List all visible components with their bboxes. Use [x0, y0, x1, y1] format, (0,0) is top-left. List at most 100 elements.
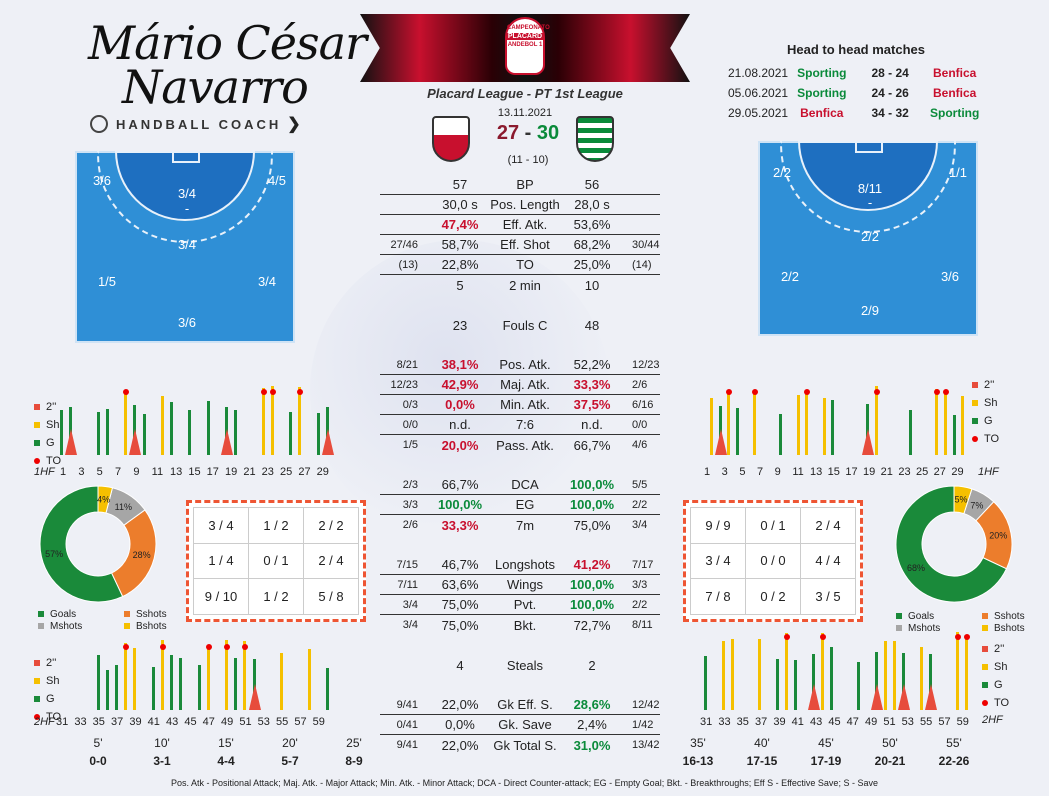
- donut-slice-sshots: [110, 509, 157, 598]
- timeline-bar: [929, 654, 932, 710]
- timeline-bar: [206, 646, 210, 710]
- court-right-gk: 8/11: [857, 181, 883, 196]
- scoreline: 27 - 30: [496, 122, 560, 144]
- background-ball: [310, 240, 610, 540]
- court-right-rw: 1/1: [948, 165, 968, 180]
- turnover-marker: [260, 389, 267, 395]
- donut-legend-home: Goals Sshots Mshots Bshots: [38, 608, 178, 632]
- timeline-bar: [316, 413, 320, 455]
- goal-cell: 0 / 1: [248, 542, 304, 580]
- axis-tick: 53: [257, 716, 270, 728]
- goal-cell: 2 / 4: [800, 507, 856, 544]
- axis-tick: 19: [225, 466, 238, 478]
- axis-tick: 57: [938, 716, 951, 728]
- donut-label: 57%: [45, 549, 63, 559]
- axis-tick: 37: [755, 716, 768, 728]
- stat-row: 30,0 s Pos. Length 28,0 s: [380, 195, 660, 215]
- two-min-marker: [898, 684, 910, 710]
- timeline-bar: [727, 390, 731, 455]
- turnover-marker: [726, 389, 733, 395]
- turnover-marker: [123, 644, 130, 650]
- turnover-marker: [943, 389, 949, 395]
- timeline-bar: [902, 653, 905, 710]
- turnover-marker: [820, 634, 826, 640]
- timeline-bar: [822, 398, 826, 455]
- axis-tick: 29: [951, 466, 964, 478]
- goal-cell: 7 / 8: [690, 578, 746, 615]
- turnover-marker: [159, 644, 166, 650]
- donut-label: 68%: [907, 563, 925, 573]
- timeline-step: 5' 0-0: [89, 736, 107, 768]
- axis-tick: 37: [111, 716, 124, 728]
- stat-row: 12/23 42,9% Maj. Atk. 33,3% 2/6: [380, 375, 660, 395]
- axis-tick: 13: [170, 466, 183, 478]
- axis-tick: 17: [845, 466, 858, 478]
- axis-tick: 59: [312, 716, 325, 728]
- axis-tick: 59: [956, 716, 969, 728]
- halftime-score: (11 - 10): [507, 154, 549, 166]
- timeline-bar: [170, 402, 173, 455]
- goal-cell: 2 / 4: [303, 542, 359, 580]
- timeline-step: 25' 8-9: [345, 736, 363, 768]
- label-2hf-left: 2HF: [34, 716, 55, 728]
- axis-tick: 17: [206, 466, 219, 478]
- axis-tick: 27: [298, 466, 311, 478]
- axis-tick: 39: [773, 716, 786, 728]
- goal-cell: 1 / 2: [248, 578, 304, 615]
- timeline-bar: [884, 641, 887, 710]
- h2h-row: 29.05.2021 Benfica 34 - 32 Sporting: [728, 106, 980, 120]
- timeline-bar: [170, 655, 173, 710]
- stat-row: 9/41 22,0% Gk Total S. 31,0% 13/42: [396, 737, 660, 753]
- timeline-bar: [105, 670, 109, 710]
- axis-tick: 21: [880, 466, 893, 478]
- axis-tick: 45: [828, 716, 841, 728]
- stat-row: 3/3 100,0% EG 100,0% 2/2: [380, 495, 660, 515]
- label-1hf-right: 1HF: [978, 466, 999, 478]
- turnover-marker: [873, 389, 880, 395]
- legend-1hf-left: 2'' Sh G TO: [34, 398, 61, 470]
- turnover-marker: [205, 644, 212, 650]
- timeline-bar: [893, 641, 896, 710]
- two-min-marker: [129, 429, 142, 455]
- goal-cell: 3 / 4: [193, 507, 249, 544]
- axis-tick: 43: [810, 716, 823, 728]
- timeline-bar: [243, 641, 247, 710]
- timeline-bar: [179, 658, 183, 710]
- axis-tick: 19: [863, 466, 876, 478]
- axis-2hf-right: 31 33 35 37 39 41 43 45 47 49 51 53 55 57 59: [700, 716, 975, 730]
- axis-tick: 25: [280, 466, 293, 478]
- court-left-lw: 3/6: [92, 173, 112, 188]
- donut-slice-bshots: [97, 485, 114, 514]
- brand-name-line1: Mário César: [88, 16, 367, 70]
- donut-label: 4%: [97, 494, 110, 504]
- stat-row: 57 BP 56: [380, 175, 660, 195]
- axis-1hf-left: 1 3 5 7 9 11 13 15 17 19 21 23 25 27 29: [60, 466, 335, 480]
- axis-tick: 3: [78, 466, 85, 478]
- timeline-bar: [796, 395, 800, 455]
- court-left-rw: 4/5: [267, 173, 287, 188]
- timeline-bar: [280, 653, 283, 710]
- donut-slice-goals: [895, 485, 1008, 603]
- two-min-marker: [65, 429, 78, 455]
- axis-tick: 15: [188, 466, 201, 478]
- timeline-bar: [956, 632, 959, 710]
- stat-row: 2/6 33,3% 7m 75,0% 3/4: [402, 517, 648, 533]
- court-right: 2/2 1/1 8/11 - 2/2 2/2 3/6 2/9: [758, 141, 978, 336]
- court-left-six: 3/4: [177, 237, 197, 252]
- timeline-bar: [935, 389, 939, 455]
- two-min-marker: [321, 429, 334, 455]
- stat-row: 47,4% Eff. Atk. 53,6%: [380, 215, 660, 235]
- timeline-1hf-home: [60, 385, 335, 455]
- h2h-row: 21.08.2021 Sporting 28 - 24 Benfica: [728, 66, 977, 80]
- timeline-bar: [115, 665, 118, 710]
- stat-row: 3/4 75,0% Bkt. 72,7% 8/11: [402, 617, 653, 633]
- goal-cell: 0 / 2: [745, 578, 801, 615]
- timeline-bar: [710, 398, 713, 455]
- axis-tick: 11: [792, 466, 804, 478]
- timeline-step: 40' 17-15: [746, 736, 778, 768]
- court-left-gk: 3/4: [177, 186, 197, 201]
- axis-tick: 47: [846, 716, 859, 728]
- two-min-marker: [714, 429, 727, 455]
- goal-cell: 9 / 9: [690, 507, 746, 544]
